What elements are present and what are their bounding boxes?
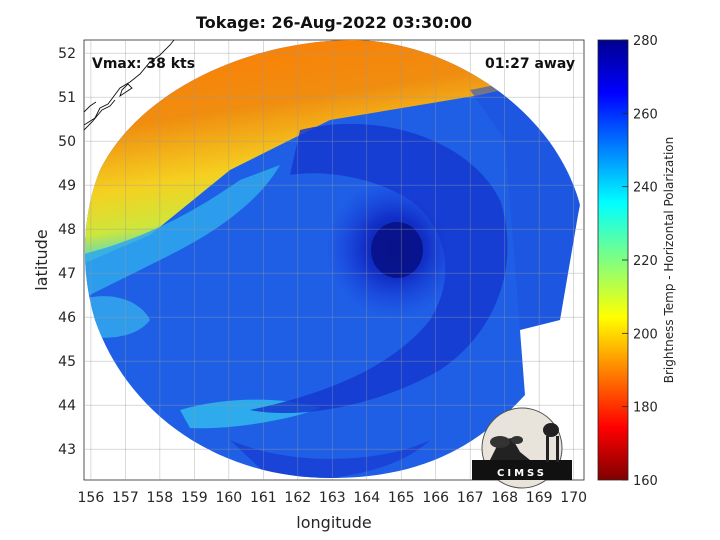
y-tick-label: 51 xyxy=(58,90,76,106)
x-tick-label: 162 xyxy=(284,490,311,506)
colorbar-tick-label: 180 xyxy=(633,401,658,416)
x-tick-label: 156 xyxy=(78,490,105,506)
x-tick-label: 161 xyxy=(250,490,277,506)
colorbar-tick-label: 240 xyxy=(633,181,658,196)
x-tick-label: 160 xyxy=(215,490,242,506)
x-tick-label: 169 xyxy=(526,490,553,506)
map-title: Tokage: 26-Aug-2022 03:30:00 xyxy=(196,13,472,32)
y-tick-label: 47 xyxy=(58,266,76,282)
colorbar-tick-label: 280 xyxy=(633,34,658,49)
x-tick-label: 163 xyxy=(319,490,346,506)
y-tick-label: 52 xyxy=(58,46,76,62)
colorbar-ticks: 160 180 200 220 240 260 280 xyxy=(622,34,658,489)
y-tick-label: 44 xyxy=(58,398,76,414)
x-tick-label: 170 xyxy=(560,490,587,506)
colorbar-tick-label: 160 xyxy=(633,474,658,489)
x-axis-label: longitude xyxy=(296,513,371,532)
vmax-annotation: Vmax: 38 kts xyxy=(92,56,195,72)
x-tick-label: 159 xyxy=(181,490,208,506)
y-tick-label: 49 xyxy=(58,178,76,194)
y-tick-label: 45 xyxy=(58,354,76,370)
x-tick-label: 166 xyxy=(422,490,449,506)
colorbar-tick-label: 260 xyxy=(633,107,658,122)
coastline xyxy=(84,40,175,131)
x-tick-label: 164 xyxy=(353,490,380,506)
y-tick-label: 43 xyxy=(58,442,76,458)
y-tick-label: 48 xyxy=(58,222,76,238)
x-tick-label: 167 xyxy=(457,490,484,506)
x-tick-label: 165 xyxy=(388,490,415,506)
y-tick-label: 50 xyxy=(58,134,76,150)
colorbar-tick-label: 220 xyxy=(633,254,658,269)
time-away-annotation: 01:27 away xyxy=(485,56,575,72)
x-tick-label: 168 xyxy=(491,490,518,506)
y-tick-label: 46 xyxy=(58,310,76,326)
y-tick-labels: 43 44 45 46 47 48 49 50 51 52 xyxy=(58,46,76,458)
x-tick-labels: 156 157 158 159 160 161 162 163 164 165 166 167 168 1… xyxy=(78,490,587,506)
x-tick-label: 157 xyxy=(112,490,139,506)
grid xyxy=(84,40,584,480)
colorbar-label: Brightness Temp - Horizontal Polarizatio… xyxy=(662,137,676,384)
logo-text: CIMSS xyxy=(497,468,547,479)
x-tick-label: 158 xyxy=(146,490,173,506)
y-axis-label: latitude xyxy=(32,229,51,290)
cimss-logo: CIMSS xyxy=(472,407,572,489)
colorbar-tick-label: 200 xyxy=(633,327,658,342)
